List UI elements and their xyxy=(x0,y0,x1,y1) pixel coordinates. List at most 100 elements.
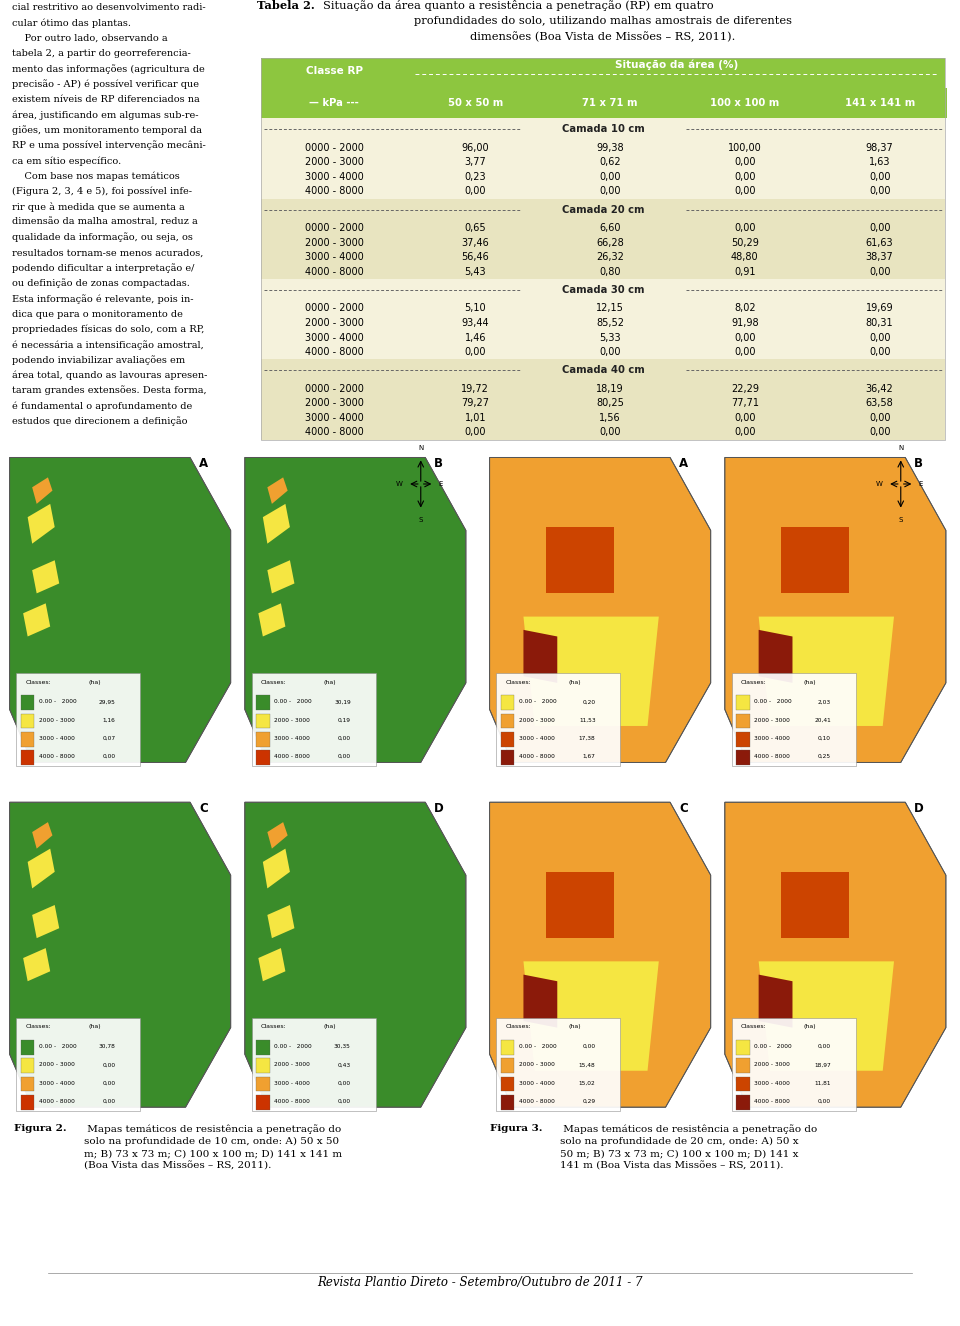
FancyBboxPatch shape xyxy=(261,278,945,301)
FancyBboxPatch shape xyxy=(261,382,945,396)
Polygon shape xyxy=(546,873,613,937)
Text: 63,58: 63,58 xyxy=(866,398,894,408)
Text: 5,43: 5,43 xyxy=(465,267,486,277)
Text: 0000 - 2000: 0000 - 2000 xyxy=(305,304,364,313)
FancyBboxPatch shape xyxy=(812,88,948,118)
Text: 91,98: 91,98 xyxy=(732,318,758,328)
FancyBboxPatch shape xyxy=(21,1077,35,1091)
Text: rir que à medida que se aumenta a: rir que à medida que se aumenta a xyxy=(12,202,184,212)
Text: giões, um monitoramento temporal da: giões, um monitoramento temporal da xyxy=(12,125,202,135)
Text: 8,02: 8,02 xyxy=(734,304,756,313)
Polygon shape xyxy=(725,802,946,1107)
FancyBboxPatch shape xyxy=(501,1040,515,1055)
FancyBboxPatch shape xyxy=(256,1058,270,1073)
FancyBboxPatch shape xyxy=(501,713,515,728)
Text: 0000 - 2000: 0000 - 2000 xyxy=(305,143,364,152)
Text: (ha): (ha) xyxy=(804,1024,816,1029)
Text: 22,29: 22,29 xyxy=(731,383,758,394)
Text: 2000 - 3000: 2000 - 3000 xyxy=(305,237,364,248)
Text: 0,00: 0,00 xyxy=(465,427,486,438)
FancyBboxPatch shape xyxy=(261,411,945,426)
Text: Classes:: Classes: xyxy=(505,679,531,684)
Text: 0,00: 0,00 xyxy=(734,172,756,182)
FancyBboxPatch shape xyxy=(501,1077,515,1091)
Text: 0,00: 0,00 xyxy=(869,347,891,357)
Text: cial restritivo ao desenvolvimento radi-: cial restritivo ao desenvolvimento radi- xyxy=(12,3,205,12)
FancyBboxPatch shape xyxy=(736,732,750,747)
Text: 1,01: 1,01 xyxy=(465,412,486,423)
FancyBboxPatch shape xyxy=(736,1058,750,1073)
Text: Classes:: Classes: xyxy=(740,1024,766,1029)
Polygon shape xyxy=(10,802,230,1107)
Text: 12,15: 12,15 xyxy=(596,304,624,313)
Polygon shape xyxy=(245,802,466,1107)
FancyBboxPatch shape xyxy=(261,141,945,155)
Text: 0,80: 0,80 xyxy=(599,267,621,277)
Text: 0,00: 0,00 xyxy=(338,736,350,741)
FancyBboxPatch shape xyxy=(496,1018,620,1111)
Polygon shape xyxy=(267,560,295,593)
Text: 3000 - 4000: 3000 - 4000 xyxy=(39,1081,75,1086)
Text: estudos que direcionem a definição: estudos que direcionem a definição xyxy=(12,416,187,426)
Text: 4000 - 8000: 4000 - 8000 xyxy=(305,347,364,357)
Polygon shape xyxy=(263,504,290,544)
Polygon shape xyxy=(33,560,60,593)
Polygon shape xyxy=(10,457,230,762)
Text: — kPa ---: — kPa --- xyxy=(309,98,359,107)
FancyBboxPatch shape xyxy=(261,118,945,141)
FancyBboxPatch shape xyxy=(16,1018,140,1111)
Text: E: E xyxy=(439,481,444,487)
Text: 100,00: 100,00 xyxy=(728,143,761,152)
Text: 2000 - 3000: 2000 - 3000 xyxy=(755,1062,790,1067)
Polygon shape xyxy=(258,603,285,636)
FancyBboxPatch shape xyxy=(21,1058,35,1073)
Text: 0,00: 0,00 xyxy=(103,1081,115,1086)
Text: 0,20: 0,20 xyxy=(583,699,595,704)
Text: 4000 - 8000: 4000 - 8000 xyxy=(39,754,75,760)
Text: 96,00: 96,00 xyxy=(462,143,489,152)
Text: 2000 - 3000: 2000 - 3000 xyxy=(275,1062,310,1067)
Polygon shape xyxy=(267,904,295,937)
Text: 2000 - 3000: 2000 - 3000 xyxy=(275,717,310,723)
Text: podendo inviabilizar avaliações em: podendo inviabilizar avaliações em xyxy=(12,355,184,365)
Text: 0.00 -   2000: 0.00 - 2000 xyxy=(519,1044,557,1049)
Polygon shape xyxy=(603,477,688,593)
Text: 0,00: 0,00 xyxy=(599,347,621,357)
Text: 1,16: 1,16 xyxy=(103,717,115,723)
Text: Situação da área (%): Situação da área (%) xyxy=(614,60,738,70)
Text: Classes:: Classes: xyxy=(740,679,766,684)
Text: 0,10: 0,10 xyxy=(818,736,830,741)
Polygon shape xyxy=(837,822,924,937)
Text: (ha): (ha) xyxy=(568,679,581,684)
FancyBboxPatch shape xyxy=(21,713,35,728)
Text: 15,02: 15,02 xyxy=(579,1081,595,1086)
Text: 0,00: 0,00 xyxy=(465,347,486,357)
Text: mento das informações (agricultura de: mento das informações (agricultura de xyxy=(12,64,204,74)
Text: 0,00: 0,00 xyxy=(734,158,756,167)
Text: 3000 - 4000: 3000 - 4000 xyxy=(305,252,364,263)
Text: 0,00: 0,00 xyxy=(818,1099,830,1105)
Text: cular ótimo das plantas.: cular ótimo das plantas. xyxy=(12,19,131,28)
FancyBboxPatch shape xyxy=(736,751,750,765)
Text: C: C xyxy=(200,802,208,815)
FancyBboxPatch shape xyxy=(261,155,945,170)
Text: A: A xyxy=(679,457,688,471)
Text: Por outro lado, observando a: Por outro lado, observando a xyxy=(12,33,167,42)
FancyBboxPatch shape xyxy=(501,1058,515,1073)
Text: propriedades físicas do solo, com a RP,: propriedades físicas do solo, com a RP, xyxy=(12,325,204,334)
Text: S: S xyxy=(419,517,423,524)
Text: Figura 3.: Figura 3. xyxy=(490,1124,542,1134)
Text: A: A xyxy=(199,457,208,471)
Text: 4000 - 8000: 4000 - 8000 xyxy=(305,186,364,196)
FancyBboxPatch shape xyxy=(408,58,945,88)
FancyBboxPatch shape xyxy=(252,672,375,765)
Polygon shape xyxy=(245,457,466,762)
Text: 0,00: 0,00 xyxy=(103,1099,115,1105)
Text: 11,53: 11,53 xyxy=(579,717,595,723)
Text: Classes:: Classes: xyxy=(25,1024,51,1029)
Text: precisão - AP) é possível verificar que: precisão - AP) é possível verificar que xyxy=(12,80,199,89)
Text: 2000 - 3000: 2000 - 3000 xyxy=(305,318,364,328)
Text: é necessária a intensificação amostral,: é necessária a intensificação amostral, xyxy=(12,339,204,350)
FancyBboxPatch shape xyxy=(261,316,945,330)
Text: Revista Plantio Direto - Setembro/Outubro de 2011 - 7: Revista Plantio Direto - Setembro/Outubr… xyxy=(317,1276,643,1289)
